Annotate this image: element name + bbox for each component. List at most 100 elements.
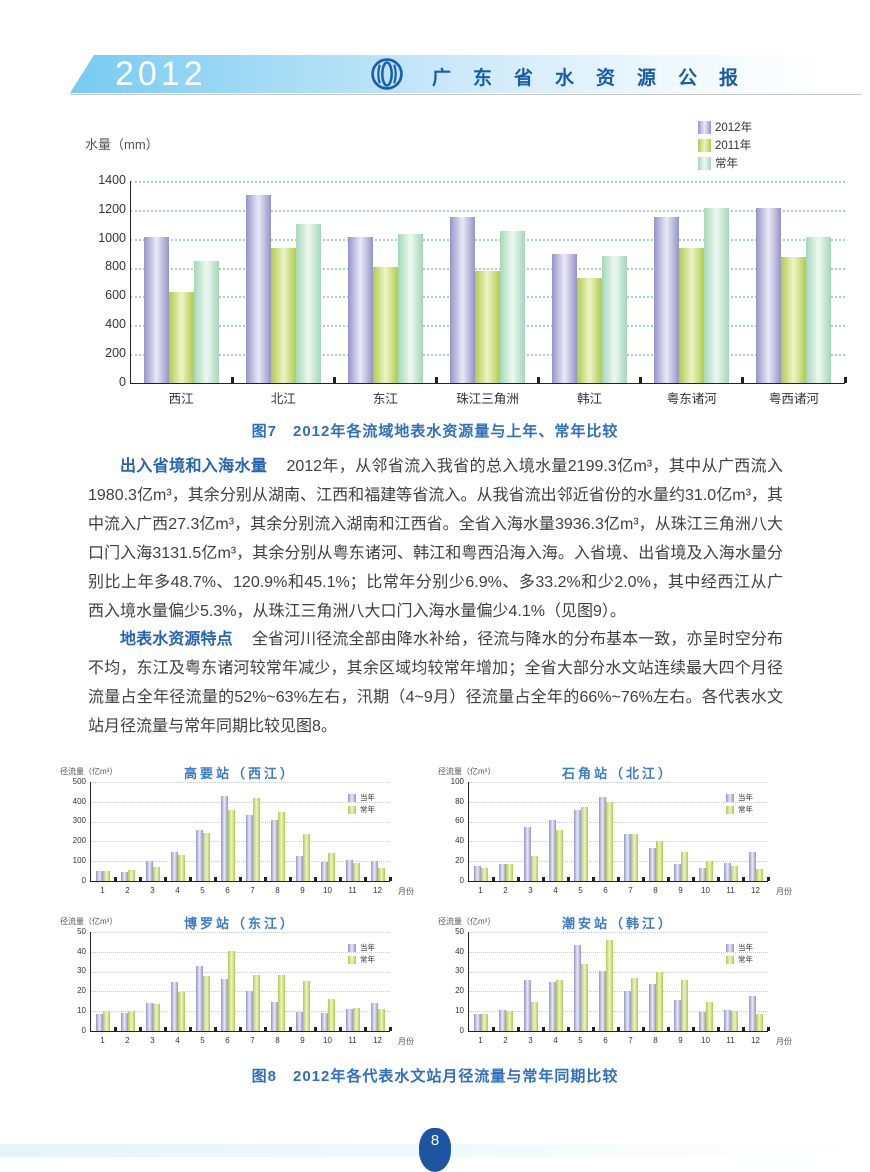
y-tick-label: 400 [105, 317, 126, 332]
bar-常年 [730, 1011, 738, 1031]
x-category-label: 12 [751, 1036, 760, 1045]
legend-swatch [726, 955, 734, 964]
bar-常年 [605, 802, 613, 881]
bar-常年 [202, 833, 210, 881]
x-category-label: 1 [100, 886, 105, 895]
bar-常年 [397, 234, 423, 383]
y-tick-label: 30 [455, 966, 464, 976]
bar-当年 [120, 1013, 128, 1031]
bar-当年 [370, 861, 378, 881]
legend-label: 当年 [360, 793, 375, 802]
bar-常年 [680, 852, 688, 881]
x-tick [741, 877, 745, 881]
legend-swatch [698, 138, 711, 152]
bar-当年 [573, 945, 581, 1031]
x-tick [741, 377, 745, 383]
y-tick-label: 100 [72, 856, 86, 865]
gridline [468, 1011, 768, 1013]
bar-当年 [498, 1010, 506, 1031]
y-tick-label: 500 [72, 776, 86, 786]
bar-当年 [673, 1000, 681, 1031]
x-tick [288, 1027, 292, 1031]
y-axis [468, 782, 469, 881]
gridline [468, 801, 768, 803]
y-tick-label: 0 [119, 374, 126, 389]
bar-当年 [245, 991, 253, 1031]
paragraph-text-surface-water: 全省河川径流全部由降水补给，径流与降水的分布基本一致，亦呈时空分布不均，东江及粤… [88, 631, 783, 735]
bar-当年 [748, 996, 756, 1031]
bar-当年 [145, 861, 153, 881]
x-category-label: 8 [653, 886, 658, 895]
y-tick-label: 300 [72, 816, 86, 826]
y-axis-label: 径流量（亿m³） [438, 917, 496, 926]
x-category-label: 3 [150, 1036, 155, 1045]
x-category-label: 12 [373, 886, 382, 895]
bar-2011年 [475, 271, 500, 383]
bar-当年 [145, 1003, 153, 1031]
bar-当年 [245, 815, 253, 881]
bar-常年 [505, 1011, 513, 1031]
header-year: 2012 [115, 55, 207, 93]
bar-当年 [170, 852, 178, 881]
x-tick [639, 377, 643, 383]
x-category-label: 4 [553, 886, 558, 895]
x-category-label: 3 [150, 886, 155, 895]
gridline [468, 861, 768, 863]
x-tick [616, 877, 620, 881]
legend-label: 常年 [360, 805, 375, 814]
bar-2012年 [143, 237, 169, 383]
bar-当年 [723, 863, 731, 881]
figure8-chaoan-chart: 潮安站（韩江） 径流量（亿m³） 0 10 20 30 40 50 1 2 3 4 5 6 7 8 9 10 11 1… [438, 916, 810, 1062]
y-tick-label: 20 [455, 986, 464, 996]
bar-当年 [220, 979, 228, 1031]
y-tick-label: 200 [72, 836, 86, 846]
x-tick [230, 377, 234, 383]
bar-当年 [270, 820, 278, 881]
x-tick [338, 1027, 342, 1031]
legend-item-当年: 当年 [726, 792, 753, 803]
y-tick-label: 10 [77, 1006, 86, 1015]
x-tick [591, 1027, 595, 1031]
bar-常年 [530, 1002, 538, 1031]
bar-当年 [120, 872, 128, 881]
legend-swatch [726, 805, 734, 814]
paragraph-lead-inflow: 出入省境和入海水量 [120, 458, 268, 475]
bar-常年 [102, 1011, 110, 1031]
legend-label: 当年 [360, 943, 375, 952]
x-tick [766, 1027, 770, 1031]
y-axis [90, 932, 91, 1031]
x-category-label: 10 [323, 1036, 332, 1045]
bar-常年 [377, 1009, 385, 1031]
x-tick [213, 1027, 217, 1031]
y-tick-label: 1200 [98, 201, 126, 216]
bar-当年 [295, 856, 303, 881]
x-tick [716, 1027, 720, 1031]
x-category-label: 7 [250, 886, 255, 895]
x-tick [313, 1027, 317, 1031]
bar-当年 [648, 984, 656, 1031]
legend-swatch [698, 120, 711, 134]
bar-常年 [480, 1014, 488, 1031]
bar-常年 [352, 863, 360, 881]
x-tick [113, 1027, 117, 1031]
bar-2011年 [270, 248, 296, 383]
bar-当年 [195, 966, 203, 1031]
gridline [90, 1011, 390, 1013]
page-title: 广东省水资源公报 [432, 68, 761, 89]
x-category-label: 2 [503, 886, 508, 895]
x-category-label: 粤东诸河 [666, 392, 717, 406]
bar-2011年 [577, 278, 603, 383]
legend-label: 当年 [738, 943, 753, 952]
bar-当年 [95, 871, 103, 881]
x-category-label: 北江 [270, 392, 296, 406]
x-category-label: 8 [275, 1036, 280, 1045]
bar-当年 [648, 848, 656, 881]
gridline [468, 782, 768, 783]
chart-title: 高要站（西江） [183, 766, 296, 781]
chart-title: 博罗站（东江） [183, 916, 296, 931]
y-tick-label: 50 [77, 926, 86, 936]
x-tick [591, 877, 595, 881]
x-tick [163, 1027, 167, 1031]
x-category-label: 10 [323, 886, 332, 895]
bar-当年 [623, 834, 631, 881]
